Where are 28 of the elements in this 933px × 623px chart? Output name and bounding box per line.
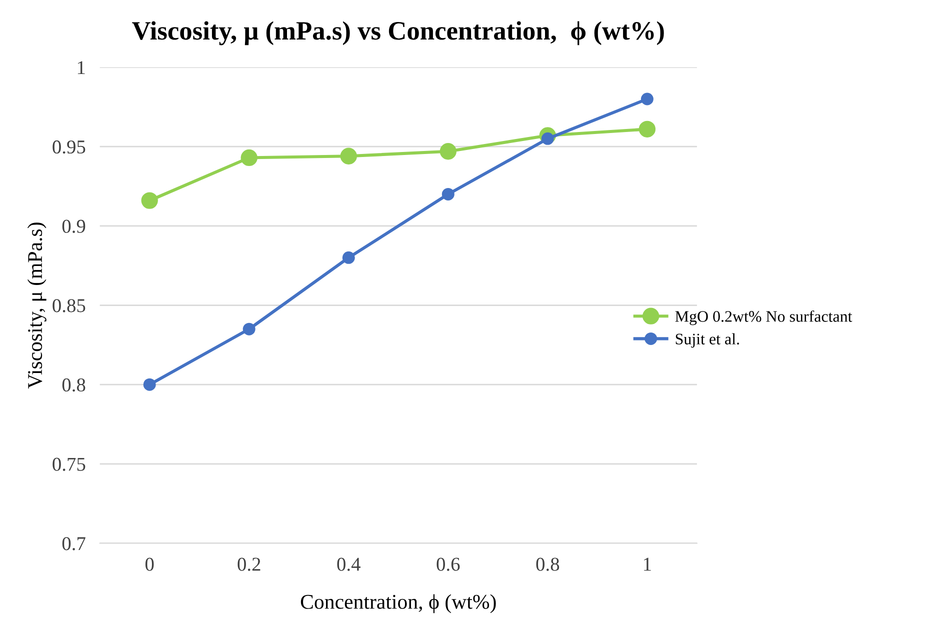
y-tick-label: 1 bbox=[78, 61, 85, 74]
legend-label: Sujit et al. bbox=[676, 333, 739, 348]
point bbox=[640, 92, 654, 106]
point bbox=[141, 192, 158, 209]
point bbox=[440, 143, 456, 160]
y-axis-title: Viscosity, μ (mPa.s) bbox=[27, 222, 46, 389]
x-tick-label: 0.8 bbox=[536, 558, 560, 571]
y-tick-label: 0.85 bbox=[52, 299, 86, 312]
x-tick-label: 0.6 bbox=[436, 558, 460, 571]
y-tick-label: 0.75 bbox=[52, 458, 86, 471]
y-tick-label: 0.7 bbox=[62, 537, 86, 550]
legend-label: MgO 0.2wt% No surfactant bbox=[675, 310, 852, 326]
point bbox=[442, 188, 454, 200]
x-tick-label: 0 bbox=[145, 558, 154, 571]
point bbox=[638, 120, 656, 138]
point bbox=[240, 149, 258, 166]
point bbox=[143, 378, 156, 391]
chart-title: Viscosity, μ (mPa.s) vs Concentration, ϕ (wt%) bbox=[132, 21, 664, 46]
point bbox=[342, 251, 355, 264]
point bbox=[242, 322, 256, 336]
y-tick-label: 0.95 bbox=[52, 140, 86, 154]
x-tick-label: 1 bbox=[644, 558, 651, 571]
x-tick-label: 0.4 bbox=[337, 558, 360, 571]
x-tick-label: 0.2 bbox=[238, 558, 260, 571]
y-tick-label: 0.9 bbox=[62, 220, 86, 233]
point bbox=[340, 148, 357, 164]
y-tick-label: 0.8 bbox=[62, 378, 86, 392]
x-axis-title: Concentration, ϕ (wt%) bbox=[300, 594, 496, 614]
